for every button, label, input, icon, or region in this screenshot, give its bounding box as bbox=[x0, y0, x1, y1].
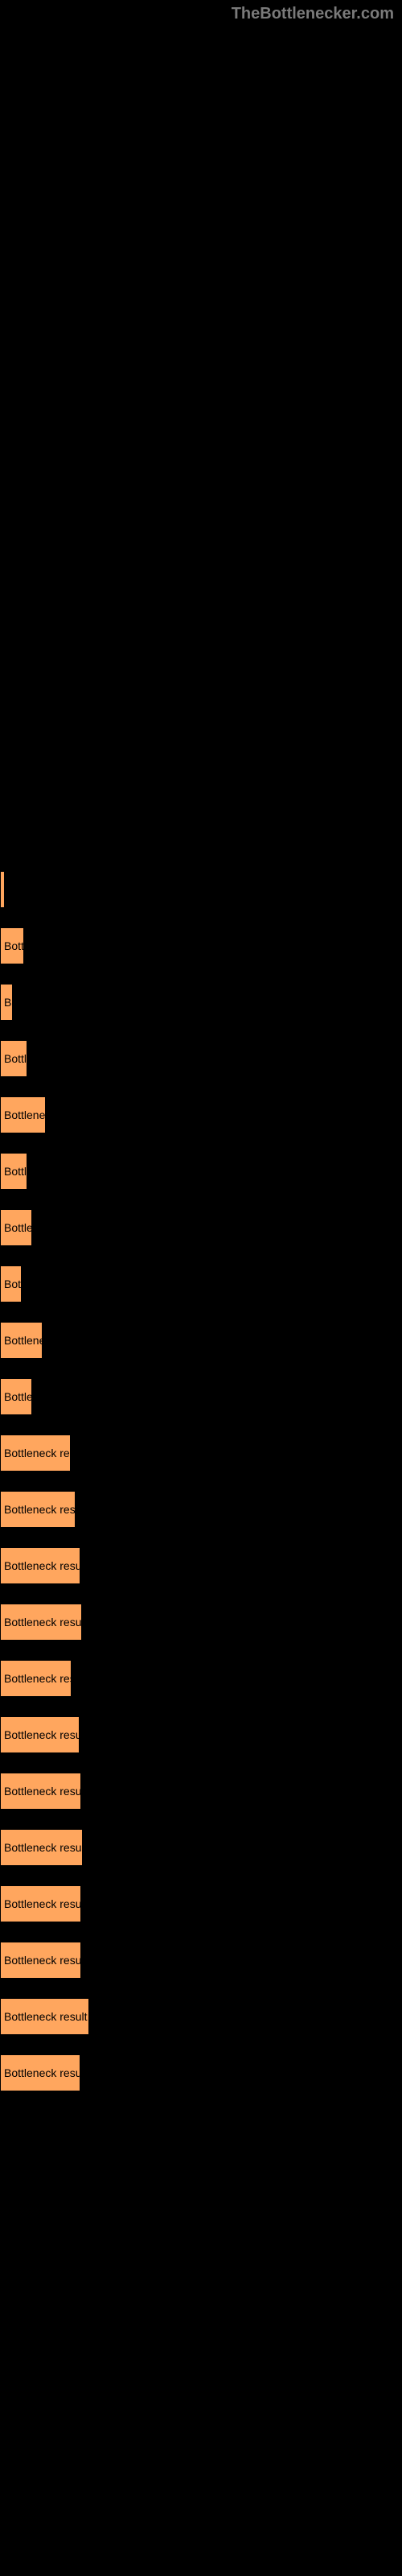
bar: Bottlen bbox=[0, 1040, 27, 1077]
bar-row: Bottlene bbox=[0, 1368, 402, 1425]
bar-row: Bottleneck bbox=[0, 1087, 402, 1143]
bar-row: Bottlene bbox=[0, 1199, 402, 1256]
bar-row bbox=[0, 861, 402, 918]
bar: Bottleneck result bbox=[0, 1547, 80, 1584]
bar: Bottle bbox=[0, 927, 24, 964]
bar-chart: Bottle B Bottlen Bottleneck Bottlen Bottlene B… bbox=[0, 861, 402, 2101]
bar-row: Bottleneck result bbox=[0, 1876, 402, 1932]
bar-text: Bottleneck result bbox=[4, 1954, 81, 1967]
bar-row: Bottleneck bbox=[0, 1312, 402, 1368]
bar-row: Bottleneck result bbox=[0, 2045, 402, 2101]
bar-row: Bottleneck result bbox=[0, 1763, 402, 1819]
bar: Bottlene bbox=[0, 1378, 32, 1415]
bar: Bottleneck result bbox=[0, 2054, 80, 2091]
bar: Bottlen bbox=[0, 1153, 27, 1190]
bar: Bottleneck result bbox=[0, 1716, 80, 1753]
bar: Bottleneck bbox=[0, 1322, 43, 1359]
watermark-text: TheBottlenecker.com bbox=[232, 5, 394, 23]
bar-row: Bottleneck result bbox=[0, 1594, 402, 1650]
bar: Bottleneck result bbox=[0, 1829, 83, 1866]
bar bbox=[0, 871, 5, 908]
bar: Bottleneck result bbox=[0, 1773, 81, 1810]
bar-row: Bottlen bbox=[0, 1030, 402, 1087]
bar: Bottleneck result bbox=[0, 1604, 82, 1641]
bar: Bottleneck result bbox=[0, 1885, 81, 1922]
bar-row: Bottleneck res bbox=[0, 1425, 402, 1481]
bar: Bottleneck bbox=[0, 1096, 46, 1133]
bar-text: Bottlene bbox=[4, 1221, 32, 1234]
bar-text: Bottleneck result bbox=[4, 1841, 83, 1854]
bar-row: B bbox=[0, 974, 402, 1030]
bar: Bottlene bbox=[0, 1209, 32, 1246]
bar: Bottleneck res bbox=[0, 1660, 72, 1697]
bar-text: Bottleneck result bbox=[4, 1785, 81, 1798]
bar: Bottleneck result bbox=[0, 1998, 89, 2035]
bar-text: Bottle bbox=[4, 939, 24, 952]
bar-text: Bottleneck result bbox=[4, 1559, 80, 1572]
bar-row: Bottleneck result bbox=[0, 1932, 402, 1988]
bar-row: Bottlen bbox=[0, 1143, 402, 1199]
bar: Bottleneck resul bbox=[0, 1491, 76, 1528]
bar-text: Bottleneck res bbox=[4, 1447, 71, 1459]
bar-row: Bottleneck result bbox=[0, 1819, 402, 1876]
bar-text: Bottlen bbox=[4, 1052, 27, 1065]
bar-text: Bottl bbox=[4, 1278, 22, 1290]
bar: Bottl bbox=[0, 1265, 22, 1302]
bar-row: Bottle bbox=[0, 918, 402, 974]
bar-text: Bottleneck result bbox=[4, 2066, 80, 2079]
bar-row: Bottl bbox=[0, 1256, 402, 1312]
bar-text: Bottlen bbox=[4, 1165, 27, 1178]
bar-row: Bottleneck result bbox=[0, 1988, 402, 2045]
bar-text: Bottleneck bbox=[4, 1334, 43, 1347]
bar-text: B bbox=[4, 996, 11, 1009]
bar-text: Bottleneck resul bbox=[4, 1503, 76, 1516]
bar-row: Bottleneck result bbox=[0, 1538, 402, 1594]
bar-text: Bottleneck bbox=[4, 1108, 46, 1121]
bar: Bottleneck res bbox=[0, 1435, 71, 1472]
bar: B bbox=[0, 984, 13, 1021]
bar-text: Bottleneck result bbox=[4, 1616, 82, 1629]
bar-text: Bottleneck result bbox=[4, 2010, 88, 2023]
bar-text: Bottlene bbox=[4, 1390, 32, 1403]
bar-text: Bottleneck result bbox=[4, 1728, 80, 1741]
bar-text: Bottleneck res bbox=[4, 1672, 72, 1685]
bar-row: Bottleneck result bbox=[0, 1707, 402, 1763]
bar: Bottleneck result bbox=[0, 1942, 81, 1979]
bar-row: Bottleneck resul bbox=[0, 1481, 402, 1538]
bar-text: Bottleneck result bbox=[4, 1897, 81, 1910]
bar-row: Bottleneck res bbox=[0, 1650, 402, 1707]
